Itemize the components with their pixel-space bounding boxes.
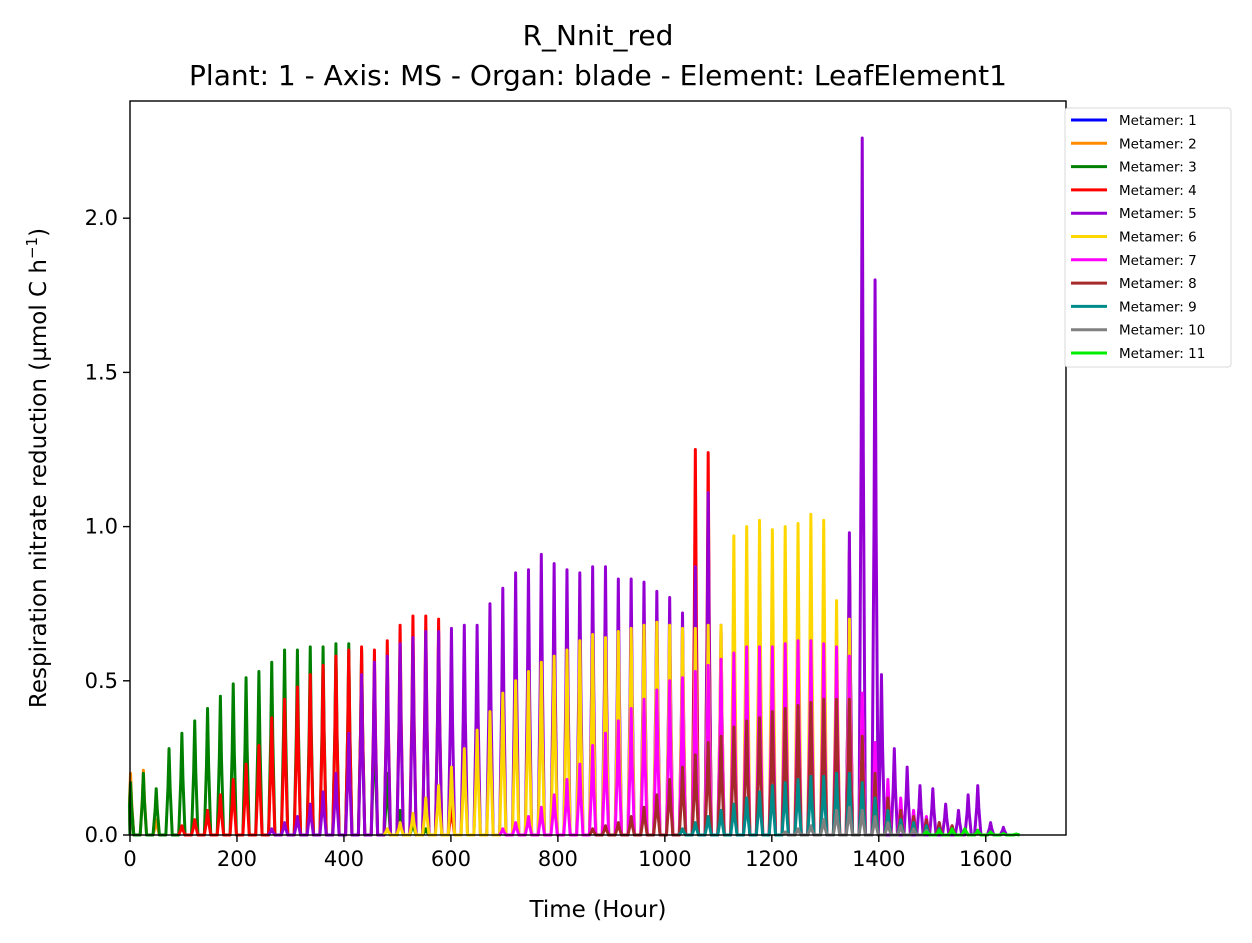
chart-title: R_Nnit_red xyxy=(523,19,674,52)
chart-subtitle: Plant: 1 - Axis: MS - Organ: blade - Ele… xyxy=(189,59,1007,92)
x-tick-label: 1200 xyxy=(745,847,798,871)
legend-label-metamer-3: Metamer: 3 xyxy=(1119,160,1197,176)
y-axis-label: Respiration nitrate reduction (µmol C h−… xyxy=(23,228,52,708)
x-axis: 0 200 400 600 800 1000 1200 1400 1600 xyxy=(123,835,1012,871)
legend-frame xyxy=(1064,107,1232,368)
legend-label-metamer-1: Metamer: 1 xyxy=(1119,113,1197,129)
legend-items: Metamer: 1 Metamer: 2 Metamer: 3 Metamer: 4… xyxy=(1071,113,1205,362)
legend-label-metamer-7: Metamer: 7 xyxy=(1119,253,1197,269)
legend-label-metamer-6: Metamer: 6 xyxy=(1119,230,1197,246)
x-tick-label: 1600 xyxy=(959,847,1012,871)
x-tick-label: 600 xyxy=(431,847,471,871)
y-tick-label: 1.0 xyxy=(85,515,118,539)
y-axis: 0.0 0.5 1.0 1.5 2.0 xyxy=(85,206,130,847)
x-tick-label: 1400 xyxy=(852,847,905,871)
legend: Metamer: 1 Metamer: 2 Metamer: 3 Metamer: 4… xyxy=(1064,107,1232,368)
legend-label-metamer-9: Metamer: 9 xyxy=(1119,299,1197,315)
legend-label-metamer-11: Metamer: 11 xyxy=(1119,346,1205,362)
legend-label-metamer-5: Metamer: 5 xyxy=(1119,206,1197,222)
y-axis-label-main: Respiration nitrate reduction (µmol C h xyxy=(26,259,52,708)
x-tick-label: 0 xyxy=(123,847,136,871)
y-tick-label: 2.0 xyxy=(85,206,118,230)
x-tick-label: 1000 xyxy=(638,847,691,871)
y-axis-label-close: ) xyxy=(26,228,52,237)
x-tick-label: 800 xyxy=(538,847,578,871)
plot-area xyxy=(127,100,1067,837)
y-tick-label: 0.5 xyxy=(85,669,118,693)
legend-label-metamer-8: Metamer: 8 xyxy=(1119,276,1197,292)
legend-label-metamer-10: Metamer: 10 xyxy=(1119,323,1205,339)
x-tick-label: 400 xyxy=(324,847,364,871)
x-tick-label: 200 xyxy=(217,847,257,871)
y-tick-label: 0.0 xyxy=(85,823,118,847)
y-tick-label: 1.5 xyxy=(85,360,118,384)
y-axis-label-sup: −1 xyxy=(23,237,41,259)
plot-frame xyxy=(129,100,1067,836)
x-axis-label: Time (Hour) xyxy=(529,897,667,923)
legend-label-metamer-4: Metamer: 4 xyxy=(1119,183,1197,199)
legend-label-metamer-2: Metamer: 2 xyxy=(1119,136,1197,152)
